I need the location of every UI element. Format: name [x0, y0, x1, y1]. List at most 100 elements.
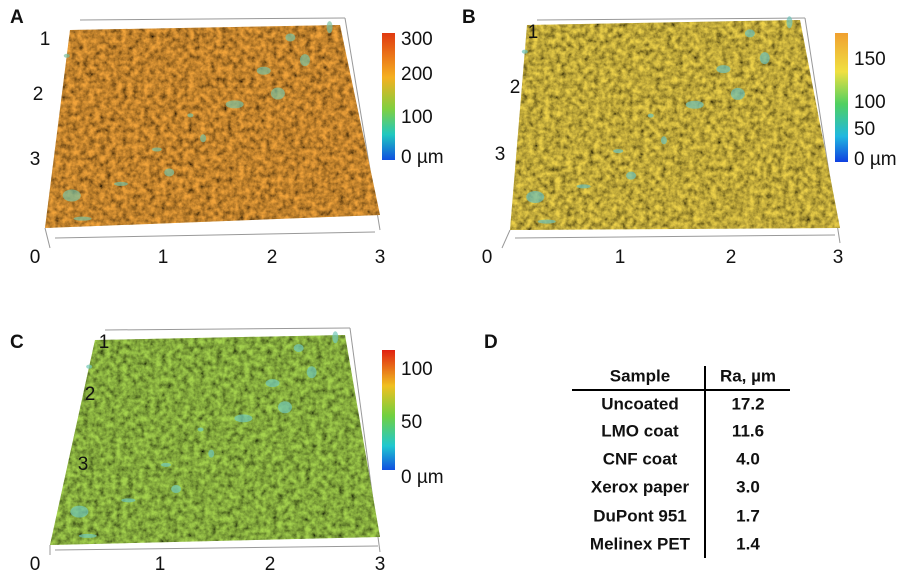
surface-patch	[285, 33, 296, 42]
surface-patch	[62, 189, 81, 202]
panel-label: D	[484, 332, 498, 353]
axis-line	[44, 227, 51, 249]
surface-patch	[660, 136, 667, 145]
surface-patch	[744, 29, 755, 38]
x-tick-label: 2	[265, 554, 276, 575]
surface	[50, 335, 380, 545]
x-tick-label: 1	[155, 554, 166, 575]
surface-patch	[225, 100, 244, 109]
surface-patch	[626, 171, 637, 180]
surface-patch	[73, 216, 92, 221]
surface-patch	[63, 53, 70, 58]
x-tick-label: 2	[267, 247, 278, 268]
surface-patch	[265, 379, 280, 388]
surface-panel: C 1 2 3 0 1 2 3 100 50 0 µm	[10, 327, 444, 575]
x-tick-label: 1	[158, 247, 169, 268]
table-cell: DuPont 951	[593, 506, 687, 525]
surface-patch	[730, 87, 745, 100]
colorbar	[835, 33, 848, 162]
colorbar-tick-label: 50	[401, 412, 422, 433]
table-cell: 1.7	[736, 506, 760, 525]
y-tick-label: 1	[40, 29, 51, 50]
table-cell: Xerox paper	[591, 477, 690, 496]
surface-patch	[164, 168, 175, 177]
panel-label: C	[10, 332, 24, 353]
colorbar-tick-label: 100	[401, 359, 433, 380]
surface-patch	[759, 52, 770, 65]
surface-patch	[293, 344, 304, 353]
y-tick-label: 3	[495, 144, 506, 165]
surface-patch	[270, 87, 285, 100]
table-header: Sample	[610, 366, 670, 385]
surface	[510, 20, 840, 230]
surface-patch	[326, 21, 333, 34]
table-cell: 3.0	[736, 477, 760, 496]
surface-patch	[171, 485, 182, 494]
colorbar-tick-label: 0 µm	[854, 149, 897, 170]
surface-patch	[521, 49, 528, 54]
surface-panel: B 1 2 3 0 1 2 3 150 100 50 0 µm	[462, 7, 897, 268]
surface-patch	[234, 414, 253, 423]
surface-patch	[306, 366, 317, 379]
surface-patch	[647, 113, 654, 118]
table-cell: 1.4	[736, 534, 760, 553]
surface-patch	[200, 134, 207, 143]
y-tick-label: 2	[510, 77, 521, 98]
surface-patch	[187, 113, 194, 118]
x-tick-label: 0	[30, 554, 41, 575]
colorbar-tick-label: 300	[401, 29, 433, 50]
colorbar-tick-label: 0 µm	[401, 147, 444, 168]
x-tick-label: 3	[375, 554, 386, 575]
table-panel: D Sample Ra, µm Uncoated 17.2 LMO coat 11.6 CN…	[484, 332, 790, 558]
colorbar	[382, 33, 395, 160]
surface-patch	[786, 16, 793, 29]
x-tick-label: 2	[726, 247, 737, 268]
axis-line	[54, 231, 376, 239]
x-tick-label: 1	[615, 247, 626, 268]
axis-line	[514, 234, 836, 239]
surface-patch	[151, 147, 162, 152]
x-tick-label: 0	[482, 247, 493, 268]
surface-patch	[537, 219, 556, 224]
surface-patch	[332, 331, 339, 344]
x-tick-label: 0	[30, 247, 41, 268]
table-cell: Uncoated	[601, 394, 678, 413]
surface-patch	[121, 498, 136, 503]
y-tick-label: 2	[85, 384, 96, 405]
surface-patch	[277, 401, 292, 414]
table-cell: 4.0	[736, 449, 760, 468]
surface-patch	[160, 462, 171, 467]
surface-patch	[197, 427, 204, 432]
surface-patch	[86, 364, 93, 369]
axis-line	[79, 17, 346, 21]
table-cell: 11.6	[732, 421, 764, 440]
axis-line	[54, 545, 379, 551]
table-cell: Melinex PET	[590, 534, 691, 553]
y-tick-label: 3	[30, 149, 41, 170]
x-tick-label: 3	[833, 247, 844, 268]
axis-line	[501, 229, 511, 249]
surface-patch	[685, 100, 704, 109]
surface-patch	[526, 191, 545, 204]
x-tick-label: 3	[375, 247, 386, 268]
y-tick-label: 1	[99, 332, 110, 353]
surface-patch	[256, 66, 271, 75]
colorbar	[382, 350, 395, 470]
colorbar-tick-label: 100	[854, 92, 886, 113]
colorbar-tick-label: 150	[854, 49, 886, 70]
surface-patch	[113, 181, 128, 186]
surface-patch	[613, 149, 624, 154]
axis-line	[104, 327, 351, 331]
surface-patch	[78, 533, 97, 538]
y-tick-label: 3	[78, 454, 89, 475]
colorbar-tick-label: 50	[854, 119, 875, 140]
surface-patch	[208, 449, 215, 458]
table-header: Ra, µm	[720, 366, 776, 385]
surface-patch	[70, 505, 89, 518]
y-tick-label: 2	[33, 84, 44, 105]
colorbar-tick-label: 200	[401, 64, 433, 85]
surface-patch	[716, 65, 731, 74]
axis-line	[536, 17, 806, 21]
